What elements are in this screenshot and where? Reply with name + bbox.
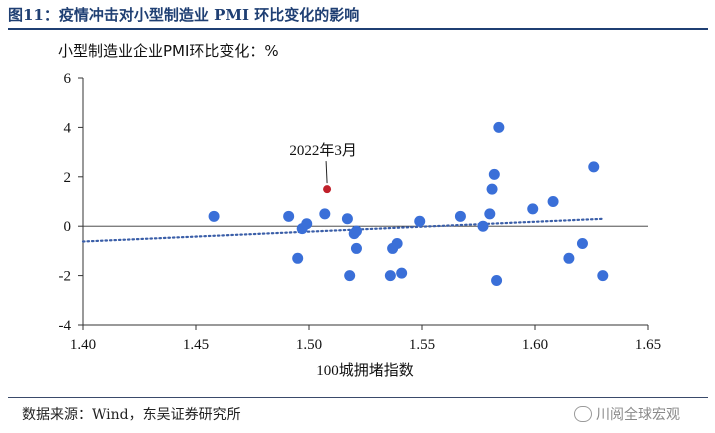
x-tick-label: 1.55 <box>409 337 435 353</box>
x-axis-title: 100城拥堵指数 <box>316 362 414 379</box>
data-point <box>486 183 498 195</box>
x-tick-label: 1.60 <box>522 337 548 353</box>
data-point <box>527 203 539 215</box>
x-tick-label: 1.45 <box>183 337 209 353</box>
data-point <box>344 270 356 282</box>
data-point <box>454 210 466 222</box>
data-point <box>384 270 396 282</box>
highlight-leader-line <box>325 161 328 184</box>
data-point <box>283 210 295 222</box>
y-tick-label: 6 <box>64 71 72 87</box>
wechat-icon <box>574 406 592 422</box>
trendline-path <box>81 217 604 243</box>
y-tick-label: 0 <box>64 219 72 235</box>
data-point <box>488 168 500 180</box>
data-point <box>341 213 353 225</box>
x-tick-label: 1.40 <box>70 337 96 353</box>
data-point <box>350 225 362 237</box>
y-tick-label: -2 <box>59 269 72 285</box>
data-point <box>319 208 331 220</box>
data-point <box>396 267 408 279</box>
data-point <box>493 121 505 133</box>
scatter-chart: 小型制造业企业PMI环比变化：% 6 4 2 0 -2 -4 1.40 1.45 1.50 1.5… <box>58 42 662 379</box>
watermark: 川阅全球宏观 <box>574 404 680 424</box>
axes <box>78 77 649 330</box>
data-points <box>208 121 609 287</box>
tick-labels: 6 4 2 0 -2 -4 1.40 1.45 1.50 1.55 1.60 1.65 <box>59 71 662 353</box>
data-point <box>597 270 609 282</box>
y-tick-label: 4 <box>64 120 72 136</box>
title-rule <box>8 28 708 30</box>
highlight-point <box>323 185 332 194</box>
data-point <box>563 252 575 264</box>
data-point <box>491 275 503 287</box>
x-tick-label: 1.65 <box>635 337 661 353</box>
x-tick-label: 1.50 <box>296 337 322 353</box>
data-point <box>576 237 588 249</box>
data-point <box>477 220 489 232</box>
data-point <box>588 161 600 173</box>
y-tick-label: 2 <box>64 170 72 186</box>
y-axis-title: 小型制造业企业PMI环比变化：% <box>58 42 279 60</box>
data-point <box>301 218 313 230</box>
data-point <box>547 196 559 207</box>
highlight-group: 2022年3月 <box>289 142 357 194</box>
bottom-rule <box>8 397 708 398</box>
source-note: 数据来源：Wind，东吴证券研究所 <box>22 407 241 423</box>
data-point <box>292 252 304 264</box>
data-point <box>208 210 220 222</box>
data-point <box>391 237 403 249</box>
watermark-text: 川阅全球宏观 <box>596 407 680 423</box>
data-point <box>414 215 426 227</box>
figure-title: 图11：疫情冲击对小型制造业 PMI 环比变化的影响 <box>8 6 360 24</box>
data-point <box>484 208 496 220</box>
highlight-label: 2022年3月 <box>289 142 357 159</box>
trendline <box>81 217 604 243</box>
data-point <box>350 242 362 254</box>
y-tick-label: -4 <box>59 318 72 334</box>
